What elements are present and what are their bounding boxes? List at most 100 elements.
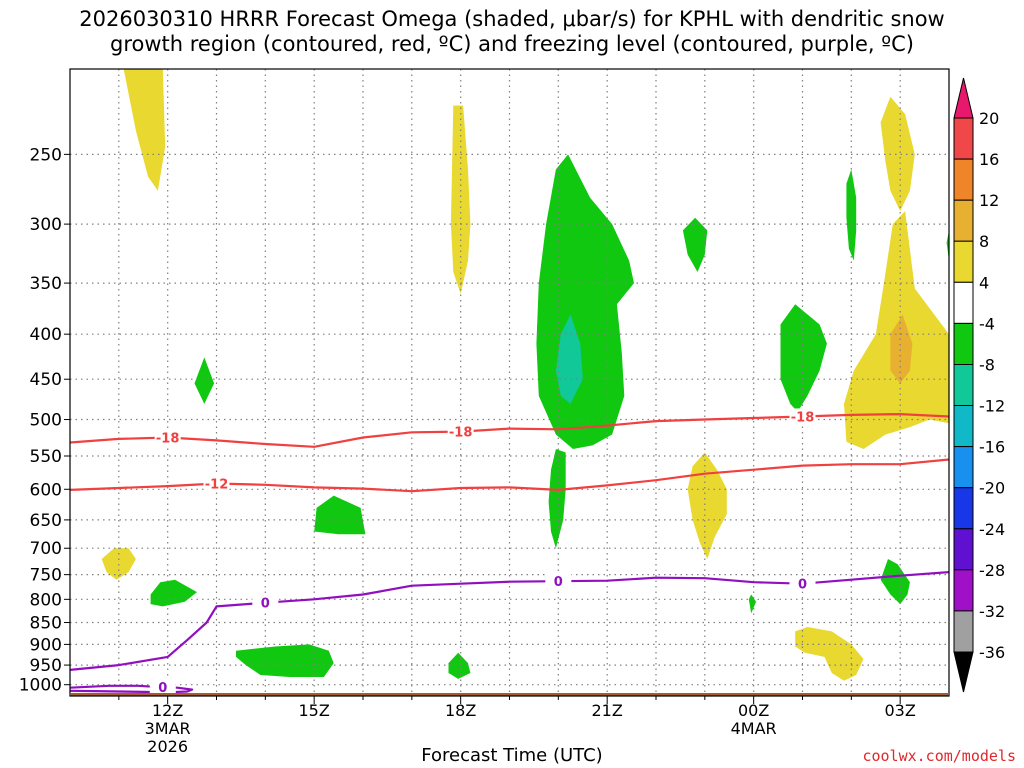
ytick-label-900: 900: [30, 635, 62, 655]
colorbar-label-14: -36: [979, 643, 1005, 662]
colorbar-label-3: 12: [979, 191, 999, 210]
surface-layer: [71, 693, 948, 696]
colorbar: 20 16 12 8 4 -4 -8 -12 -16 -20 -24 -28 -32 -36: [953, 77, 1005, 693]
omega-region-5: [890, 314, 913, 384]
colorbar-swatch-4: [953, 240, 974, 283]
colorbar-label-7: -8: [979, 355, 995, 374]
omega-region-1: [123, 69, 166, 191]
chart-title-line-1: 2026030310 HRRR Forecast Omega (shaded, …: [79, 7, 945, 31]
x-tick-label-15Z-1: 15Z: [298, 701, 330, 720]
x-tick-label-00Z-1: 00Z: [737, 701, 770, 720]
omega-shading: [101, 69, 949, 681]
colorbar-swatch-13: [953, 610, 974, 653]
chart-title-line-2: growth region (contoured, red, ºC) and f…: [110, 32, 914, 56]
omega-region-7: [687, 452, 727, 559]
omega-region-21: [236, 644, 334, 677]
freezing-level-label-2: 0: [554, 575, 563, 590]
colorbar-swatch-1: [953, 117, 974, 160]
x-axis-title: Forecast Time (UTC): [421, 745, 603, 766]
omega-region-3: [880, 96, 915, 212]
ytick-label-250: 250: [30, 145, 62, 165]
ytick-label-500: 500: [30, 411, 62, 431]
omega-region-19: [880, 559, 910, 605]
dgz-minus18-label-2: -18: [449, 426, 473, 441]
freezing-level-sfc-line: [70, 684, 194, 694]
dgz-minus12-label-bg-1: [203, 475, 230, 492]
omega-region-15: [194, 357, 215, 404]
colorbar-label-2: 16: [979, 150, 999, 169]
omega-region-22: [448, 652, 471, 679]
colorbar-swatch-10: [953, 487, 974, 530]
x-axis: [118, 696, 901, 704]
contour-lines: -18 -18 -18 -12 0 0 0 0: [70, 408, 949, 696]
freezing-level-sfc-label-bg-1: [149, 679, 176, 696]
colorbar-label-10: -20: [979, 479, 1005, 498]
dgz-minus18-label-bg-1: [154, 429, 181, 446]
freezing-level-label-bg-3: [789, 575, 816, 592]
colorbar-label-9: -16: [979, 438, 1005, 457]
colorbar-label-5: 4: [979, 273, 989, 292]
x-tick-label-12Z-1: 12Z: [151, 701, 184, 720]
ytick-label-1000: 1000: [19, 676, 62, 696]
x-tick-label-00Z-2: 4MAR: [730, 719, 777, 738]
ytick-label-850: 850: [30, 614, 62, 634]
x-tick-label-03Z-1: 03Z: [884, 701, 916, 720]
colorbar-swatch-2: [953, 158, 974, 201]
colorbar-swatch-12: [953, 569, 974, 612]
omega-region-12: [846, 169, 857, 261]
gridlines: [70, 69, 949, 696]
ytick-label-650: 650: [30, 511, 62, 531]
y-axis: 2503003504004505005506006507007508008509…: [19, 145, 70, 696]
omega-region-13: [780, 304, 827, 412]
omega-region-17: [548, 449, 566, 549]
x-tick-label-21Z-1: 21Z: [591, 701, 623, 720]
colorbar-label-6: -4: [979, 314, 995, 333]
freezing-level-sfc-label-1: 0: [158, 681, 167, 696]
x-tick-label-18Z-1: 18Z: [444, 701, 477, 720]
colorbar-swatch-7: [953, 364, 974, 407]
ytick-label-700: 700: [30, 539, 62, 559]
omega-region-2: [450, 105, 471, 294]
omega-region-20: [748, 594, 757, 614]
ytick-label-550: 550: [30, 447, 62, 467]
ytick-label-350: 350: [30, 274, 62, 294]
ytick-label-950: 950: [30, 656, 62, 676]
ytick-label-750: 750: [30, 566, 62, 586]
ytick-label-450: 450: [30, 370, 62, 390]
freezing-level-label-3: 0: [798, 578, 807, 593]
site-credit: coolwx.com/models: [862, 747, 1016, 765]
ytick-label-400: 400: [30, 325, 62, 345]
colorbar-swatch-5: [953, 281, 974, 324]
dgz-minus18-label-1: -18: [156, 431, 180, 446]
x-tick-label-12Z-2: 3MAR: [144, 719, 191, 738]
freezing-level-label-bg-2: [545, 573, 572, 590]
ytick-label-300: 300: [30, 215, 62, 235]
surface-ground: [71, 693, 948, 696]
dgz-minus18-label-bg-3: [789, 408, 816, 425]
freezing-level-line: [70, 571, 949, 671]
omega-region-6: [101, 548, 136, 580]
colorbar-label-13: -32: [979, 602, 1005, 621]
colorbar-cap-bottom: [953, 651, 974, 693]
colorbar-swatch-3: [953, 199, 974, 242]
omega-region-11: [682, 217, 708, 272]
dgz-minus18-label-bg-2: [447, 423, 474, 440]
colorbar-label-11: -24: [979, 520, 1005, 539]
omega-region-8: [795, 627, 864, 681]
colorbar-swatch-11: [953, 528, 974, 571]
colorbar-swatch-8: [953, 405, 974, 448]
colorbar-cap-top: [953, 77, 974, 119]
freezing-level-label-1: 0: [261, 597, 270, 612]
freezing-level-label-bg-1: [252, 594, 279, 611]
ytick-label-800: 800: [30, 590, 62, 610]
ytick-label-600: 600: [30, 480, 62, 500]
colorbar-label-4: 8: [979, 232, 989, 251]
colorbar-swatch-6: [953, 322, 974, 365]
colorbar-label-12: -28: [979, 561, 1005, 580]
x-tick-label-12Z-3: 2026: [147, 737, 189, 756]
colorbar-label-1: 20: [979, 109, 999, 128]
omega-region-10: [555, 314, 583, 404]
omega-region-18: [150, 579, 197, 607]
colorbar-label-8: -12: [979, 397, 1005, 416]
